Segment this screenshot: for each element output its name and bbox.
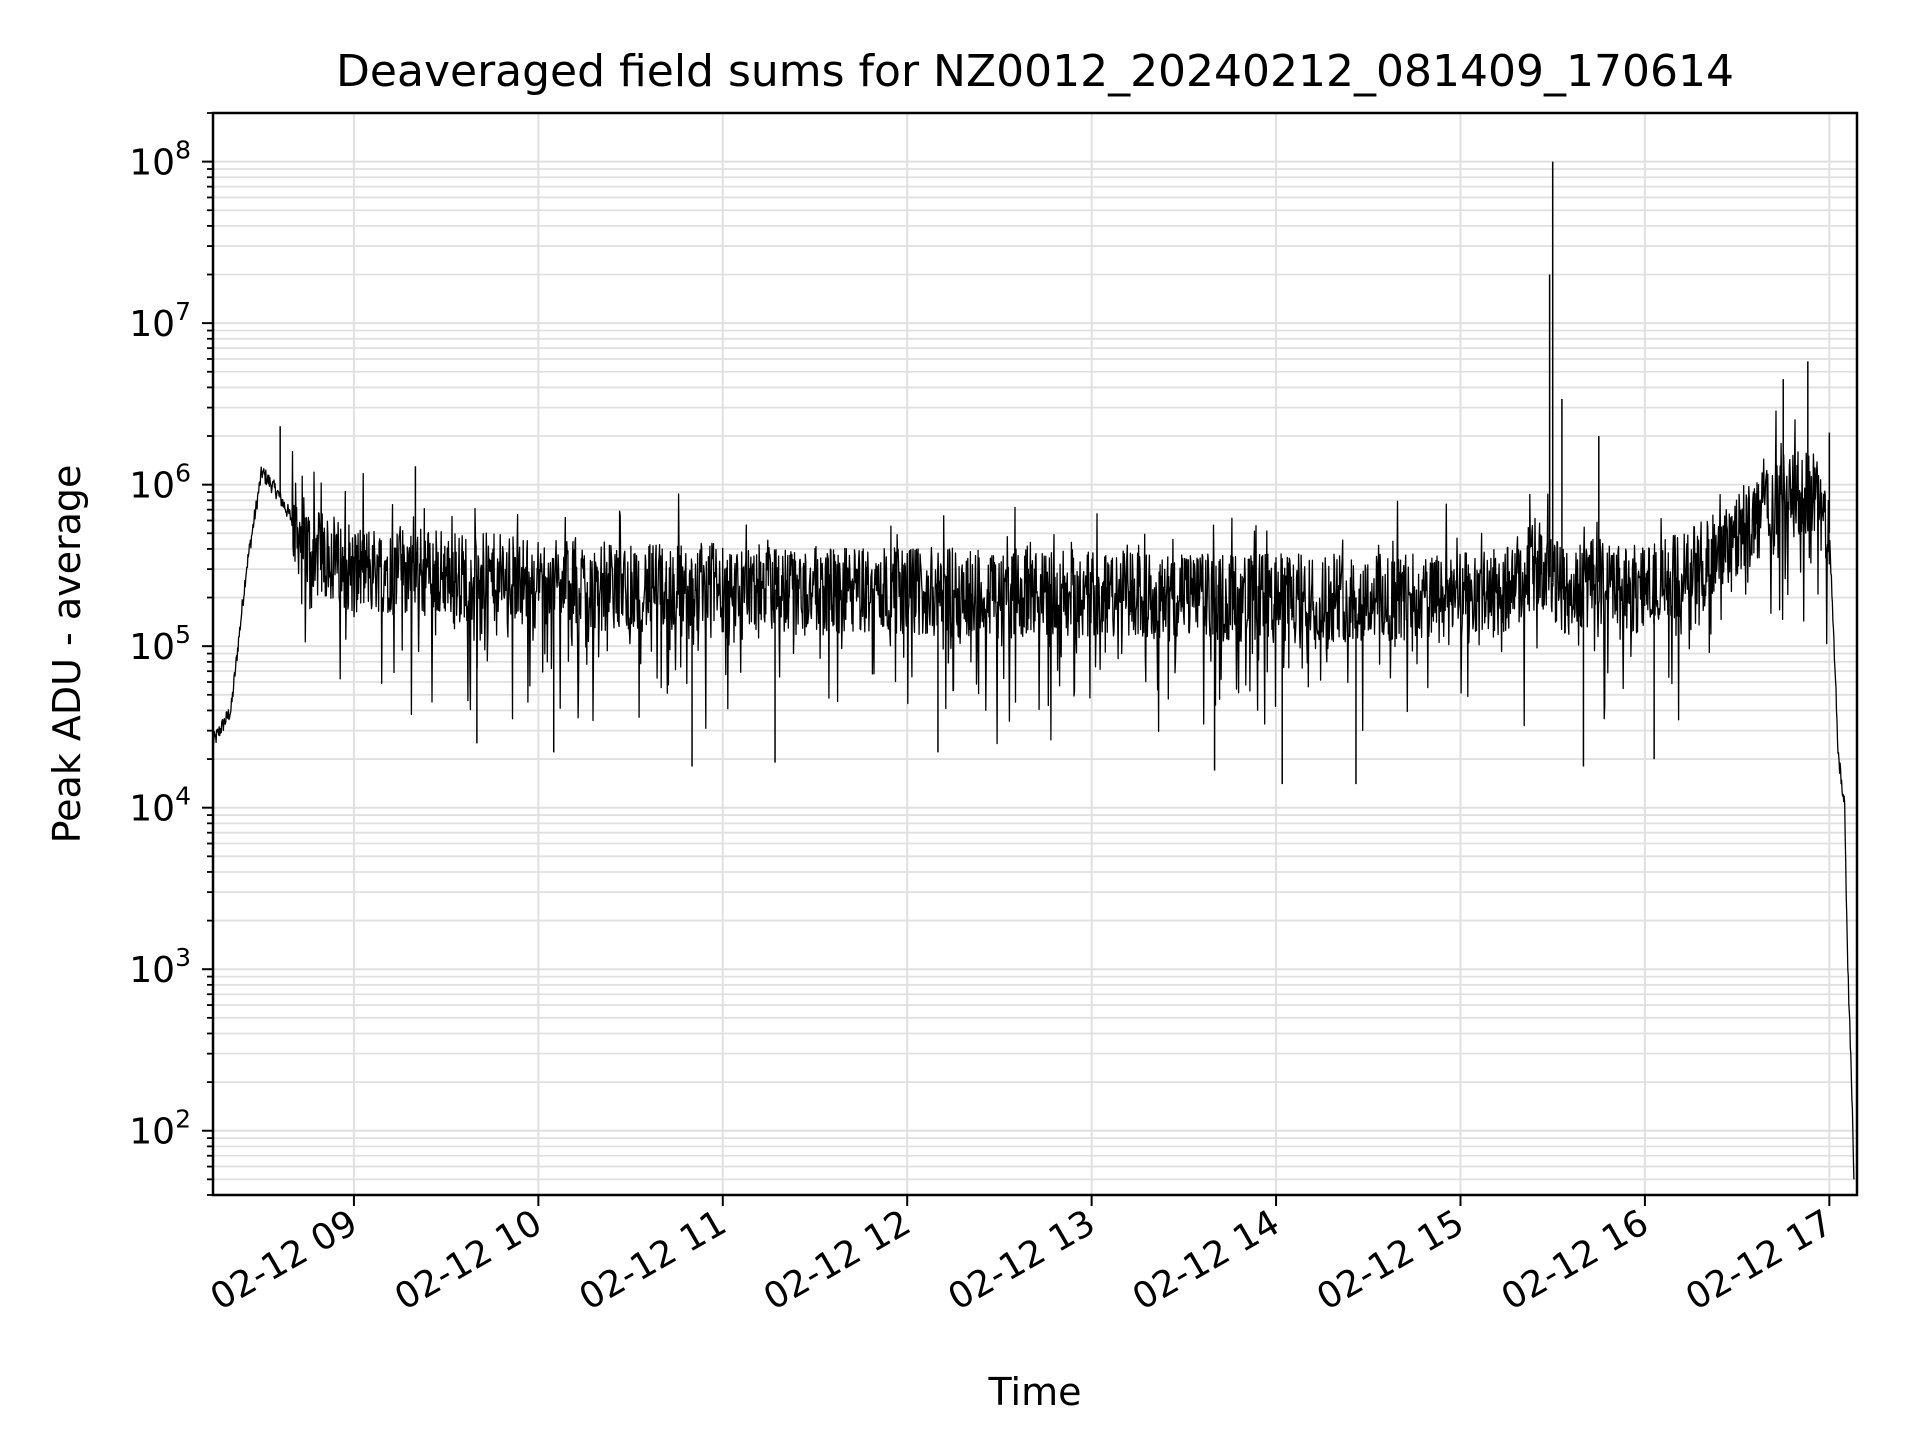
y-tick-label: 107 (129, 297, 191, 345)
y-axis-label: Peak ADU - average (45, 465, 89, 844)
grid (213, 112, 1857, 1196)
y-tick-label: 108 (129, 136, 191, 184)
y-tick-label: 105 (129, 620, 191, 668)
y-tick-label: 102 (129, 1105, 191, 1153)
y-tick-label: 103 (129, 943, 191, 991)
data-series (212, 161, 1855, 1180)
x-axis-label: Time (988, 1370, 1082, 1414)
series-line (212, 410, 1855, 1180)
chart-title: Deaveraged field sums for NZ0012_2024021… (336, 46, 1734, 97)
y-tick-label: 106 (129, 459, 191, 507)
y-tick-label: 104 (129, 782, 191, 830)
